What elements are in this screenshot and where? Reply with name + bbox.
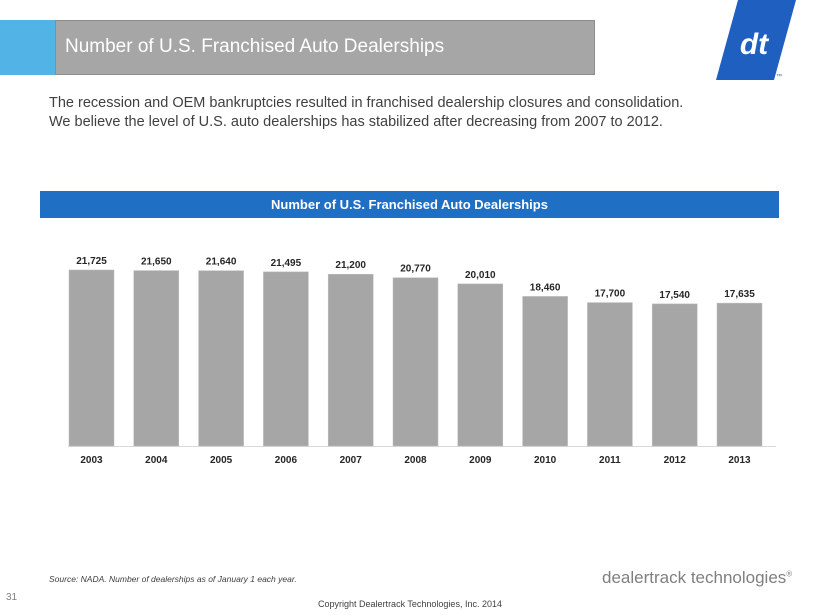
data-label-2005: 21,640 — [206, 257, 237, 268]
page-title: Number of U.S. Franchised Auto Dealershi… — [65, 36, 445, 57]
x-tick-label-2004: 2004 — [145, 455, 168, 466]
logo-trademark: ™ — [776, 73, 782, 80]
intro-text: The recession and OEM bankruptcies resul… — [49, 94, 789, 132]
bar-2004 — [133, 270, 180, 447]
data-label-2013: 17,635 — [724, 289, 755, 300]
intro-line-1: The recession and OEM bankruptcies resul… — [49, 95, 684, 111]
bar-chart: 21,725 2003 21,650 2004 21,640 2005 21,495 2006… — [68, 256, 776, 466]
title-bar: Number of U.S. Franchised Auto Dealershi… — [55, 20, 595, 75]
data-label-2012: 17,540 — [659, 290, 690, 301]
data-label-2009: 20,010 — [465, 270, 496, 281]
x-tick-label-2003: 2003 — [80, 455, 103, 466]
bar-2012 — [651, 303, 698, 447]
source-note: Source: NADA. Number of dealerships as o… — [49, 574, 297, 584]
copyright-text: Copyright Dealertrack Technologies, Inc.… — [318, 599, 502, 609]
data-label-2004: 21,650 — [141, 257, 172, 268]
brand-registered-mark: ® — [786, 569, 793, 579]
x-tick-label-2012: 2012 — [664, 455, 687, 466]
chart-title: Number of U.S. Franchised Auto Dealershi… — [271, 197, 548, 212]
x-tick-label-2013: 2013 — [728, 455, 751, 466]
x-tick-label-2010: 2010 — [534, 455, 557, 466]
bar-2011 — [587, 302, 633, 447]
bar-2005 — [198, 270, 244, 447]
brand-wordmark: dealertrack technologies® — [602, 568, 792, 588]
bar-2003 — [68, 269, 115, 447]
data-label-2008: 20,770 — [400, 264, 431, 275]
data-label-2007: 21,200 — [335, 260, 366, 271]
bar-2007 — [327, 273, 374, 447]
bar-2009 — [457, 283, 504, 447]
data-label-2011: 17,700 — [595, 289, 626, 300]
data-label-2006: 21,495 — [271, 258, 302, 269]
x-tick-label-2007: 2007 — [340, 455, 363, 466]
x-tick-label-2009: 2009 — [469, 455, 492, 466]
dealertrack-logo-icon: dt ™ — [716, 0, 796, 80]
bar-2008 — [392, 277, 439, 447]
x-tick-label-2005: 2005 — [210, 455, 233, 466]
bar-2010 — [522, 296, 568, 447]
page-number: 31 — [6, 592, 18, 603]
brand-name: dealertrack technologies — [602, 568, 787, 587]
data-label-2010: 18,460 — [530, 282, 561, 293]
chart-header: Number of U.S. Franchised Auto Dealershi… — [40, 191, 779, 218]
intro-line-2: We believe the level of U.S. auto dealer… — [49, 114, 663, 130]
x-tick-label-2011: 2011 — [599, 455, 621, 466]
x-tick-label-2008: 2008 — [404, 455, 427, 466]
title-accent-block — [0, 20, 55, 75]
data-label-2003: 21,725 — [76, 256, 107, 267]
bar-2013 — [716, 302, 763, 447]
x-tick-label-2006: 2006 — [275, 455, 298, 466]
bar-2006 — [263, 271, 309, 447]
logo-text: dt — [740, 28, 770, 61]
